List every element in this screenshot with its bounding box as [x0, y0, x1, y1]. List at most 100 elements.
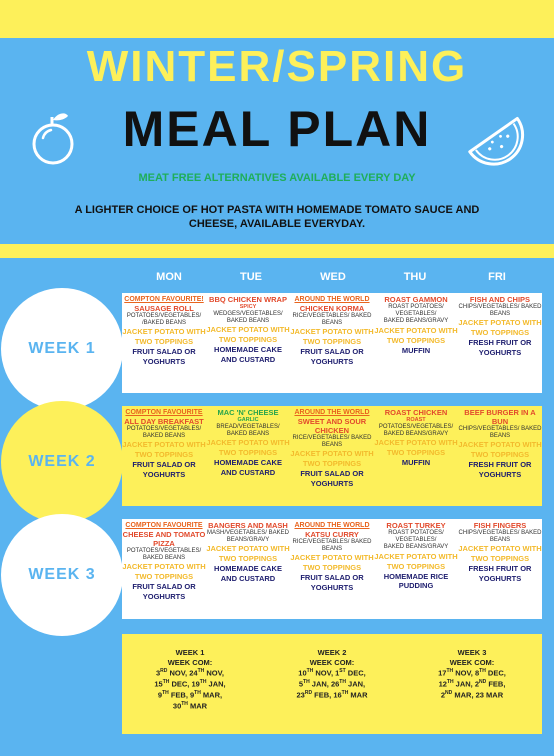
meal-sides: POTATOES/VEGETABLES/ BAKED BEANS: [126, 426, 202, 440]
week-2-badge: WEEK 2: [1, 401, 123, 523]
meal-cell-week2-mon: COMPTON FAVOURITE ALL DAY BREAKFAST POTATO…: [122, 408, 206, 479]
meal-sides: ROAST POTATOES/ VEGETABLES/: [388, 304, 444, 318]
meal-cell-week2-fri: BEEF BURGER IN A BUN CHIPS/VEGETABLES/ BA…: [458, 408, 542, 479]
meal-cell-week1-mon: COMPTON FAVOURITE! SAUSAGE ROLL POTATOES/V…: [122, 295, 206, 366]
jacket-potato-option: JACKET POTATO WITH TWO TOPPINGS: [206, 325, 290, 345]
description-hot-pasta: A LIGHTER CHOICE OF HOT PASTA WITH HOMEM…: [74, 204, 480, 230]
meal-category: AROUND THE WORLD: [294, 522, 370, 529]
dessert: FRESH FRUIT OR YOGHURTS: [468, 460, 532, 479]
dessert: FRUIT SALAD OR YOGHURTS: [300, 573, 364, 592]
meal-cell-week3-mon: COMPTON FAVOURITE CHEESE AND TOMATO PIZZA…: [122, 521, 206, 601]
jacket-potato-option: JACKET POTATO WITH TWO TOPPINGS: [374, 438, 458, 458]
meal-name: MAC 'N' CHEESE: [217, 408, 279, 417]
meal-cell-week3-wed: AROUND THE WORLD KATSU CURRY RICE/VEGETABL…: [290, 521, 374, 592]
meal-category: AROUND THE WORLD: [294, 296, 370, 303]
week-1-dates-title: WEEK 1: [175, 648, 205, 657]
middle-yellow-bar: [0, 244, 554, 258]
meal-sides: POTATOES/VEGETABLES/ BAKED BEANS/GRAVY: [378, 424, 454, 438]
meal-sides: ROAST POTATOES/ VEGETABLES/: [388, 530, 444, 544]
week-3-dates-label: WEEK COM:: [449, 657, 495, 667]
meal-cell-week1-thu: ROAST GAMMON ROAST POTATOES/ VEGETABLES/B…: [374, 295, 458, 355]
week-2-dates-line: 23RD FEB, 16TH MAR: [296, 690, 368, 700]
jacket-potato-option: JACKET POTATO WITH TWO TOPPINGS: [374, 551, 458, 571]
dessert: FRESH FRUIT OR YOGHURTS: [468, 338, 532, 357]
meal-sides: BAKED BEANS/GRAVY: [383, 544, 449, 551]
meal-sides: RICE/VEGETABLES/ BAKED BEANS: [292, 539, 372, 553]
jacket-potato-option: JACKET POTATO WITH TWO TOPPINGS: [122, 562, 206, 582]
dessert: MUFFIN: [401, 458, 431, 468]
week-1-dates-line: 30TH MAR: [172, 701, 208, 711]
meal-name: CHEESE AND TOMATO PIZZA: [122, 530, 206, 548]
meal-sides: /BAKED BEANS: [141, 320, 186, 327]
week-2-dates-label: WEEK COM:: [309, 657, 355, 667]
meal-sides: POTATOES/VEGETABLES/ BAKED BEANS: [126, 548, 202, 562]
meal-sides: RICE/VEGETABLES/ BAKED BEANS: [292, 313, 372, 327]
meal-sides: WEDGES/VEGETABLES/ BAKED BEANS: [213, 311, 283, 325]
meal-name: CHICKEN KORMA: [299, 304, 365, 313]
meal-cell-week2-wed: AROUND THE WORLD SWEET AND SOUR CHICKEN RI…: [290, 408, 374, 488]
meal-cell-week2-tue: MAC 'N' CHEESE GARLIC BREAD/VEGETABLES/ BA…: [206, 408, 290, 477]
title-meal-plan: MEAL PLAN: [122, 101, 432, 157]
meal-sides: CHIPS/VEGETABLES/ BAKED BEANS: [458, 530, 542, 544]
jacket-potato-option: JACKET POTATO WITH TWO TOPPINGS: [206, 544, 290, 564]
meal-name: SWEET AND SOUR CHICKEN: [297, 417, 367, 435]
dessert: FRUIT SALAD OR YOGHURTS: [132, 460, 196, 479]
week-3-dates-line: 2ND MAR, 23 MAR: [440, 690, 504, 700]
dessert: HOMEMADE CAKE AND CUSTARD: [214, 458, 282, 477]
jacket-potato-option: JACKET POTATO WITH TWO TOPPINGS: [458, 318, 542, 338]
week-2-dates-title: WEEK 2: [317, 648, 347, 657]
day-header-mon: MON: [156, 271, 182, 283]
meal-category: COMPTON FAVOURITE: [125, 409, 203, 416]
week-1-dates: WEEK 1 WEEK COM: 3RD NOV, 24TH NOV, 15TH…: [120, 648, 260, 711]
week-1-dates-line: 3RD NOV, 24TH NOV,: [156, 668, 224, 678]
day-header-tue: TUE: [240, 271, 262, 283]
watermelon-slice-icon: [468, 116, 525, 166]
meal-cell-week1-wed: AROUND THE WORLD CHICKEN KORMA RICE/VEGETA…: [290, 295, 374, 366]
week-3-dates-line: 17TH NOV, 8TH DEC,: [438, 668, 506, 678]
dessert: HOMEMADE RICE PUDDING: [383, 571, 449, 591]
dessert: MUFFIN: [401, 345, 431, 355]
meal-note: ROAST: [406, 417, 426, 423]
meal-name: ROAST GAMMON: [384, 295, 448, 304]
week-1-dates-label: WEEK COM:: [167, 657, 213, 667]
jacket-potato-option: JACKET POTATO WITH TWO TOPPINGS: [458, 544, 542, 564]
week-commencing-panel: [122, 634, 542, 734]
week-3-badge: WEEK 3: [1, 514, 123, 636]
meal-sides: CHIPS/VEGETABLES/ BAKED BEANS: [458, 304, 542, 318]
meal-sides: BAKED BEANS/GRAVY: [383, 318, 449, 325]
orange-icon: [32, 113, 74, 165]
meal-name: ALL DAY BREAKFAST: [124, 417, 204, 426]
meal-sides: BREAD/VEGETABLES/ BAKED BEANS: [216, 424, 280, 438]
meal-name: ROAST TURKEY: [386, 521, 446, 530]
week-1-panel: [122, 293, 542, 393]
jacket-potato-option: JACKET POTATO WITH TWO TOPPINGS: [374, 325, 458, 345]
meal-name: SAUSAGE ROLL: [134, 304, 194, 313]
dessert: HOMEMADE CAKE AND CUSTARD: [214, 345, 282, 364]
meal-category: AROUND THE WORLD: [294, 409, 370, 416]
week-3-dates: WEEK 3 WEEK COM: 17TH NOV, 8TH DEC, 12TH…: [402, 648, 542, 700]
meal-cell-week3-thu: ROAST TURKEY ROAST POTATOES/ VEGETABLES/B…: [374, 521, 458, 591]
week-2-panel: [122, 406, 542, 506]
week-1-dates-line: 15TH DEC, 19TH JAN,: [154, 679, 226, 689]
meal-name: FISH FINGERS: [473, 521, 527, 530]
day-header-thu: THU: [403, 271, 427, 283]
meal-sides: MASH/VEGETABLES/ BAKED BEANS/GRAVY: [207, 530, 289, 544]
week-2-dates-line: 10TH NOV, 1ST DEC,: [298, 668, 366, 678]
week-3-dates-title: WEEK 3: [457, 648, 487, 657]
week-1-dates-line: 9TH FEB, 9TH MAR,: [157, 690, 223, 700]
week-2-dates: WEEK 2 WEEK COM: 10TH NOV, 1ST DEC, 5TH …: [262, 648, 402, 700]
meal-cell-week1-tue: BBQ CHICKEN WRAP SPICY WEDGES/VEGETABLES/ …: [206, 295, 290, 364]
meal-name: KATSU CURRY: [305, 530, 359, 539]
meal-name: BEEF BURGER IN A BUN: [464, 408, 536, 426]
meal-sides: RICE/VEGETABLES/ BAKED BEANS: [292, 435, 372, 449]
meal-sides: POTATOES/VEGETABLES/: [126, 313, 202, 319]
dessert: FRESH FRUIT OR YOGHURTS: [468, 564, 532, 583]
jacket-potato-option: JACKET POTATO WITH TWO TOPPINGS: [290, 553, 374, 573]
top-yellow-bar: [0, 0, 554, 38]
dessert: FRUIT SALAD OR YOGHURTS: [300, 469, 364, 488]
meal-note: SPICY: [239, 304, 257, 310]
jacket-potato-option: JACKET POTATO WITH TWO TOPPINGS: [290, 449, 374, 469]
jacket-potato-option: JACKET POTATO WITH TWO TOPPINGS: [122, 440, 206, 460]
title-winter-spring: WINTER/SPRING: [86, 42, 468, 91]
subtitle-meat-free: MEAT FREE ALTERNATIVES AVAILABLE EVERY D…: [138, 172, 416, 184]
